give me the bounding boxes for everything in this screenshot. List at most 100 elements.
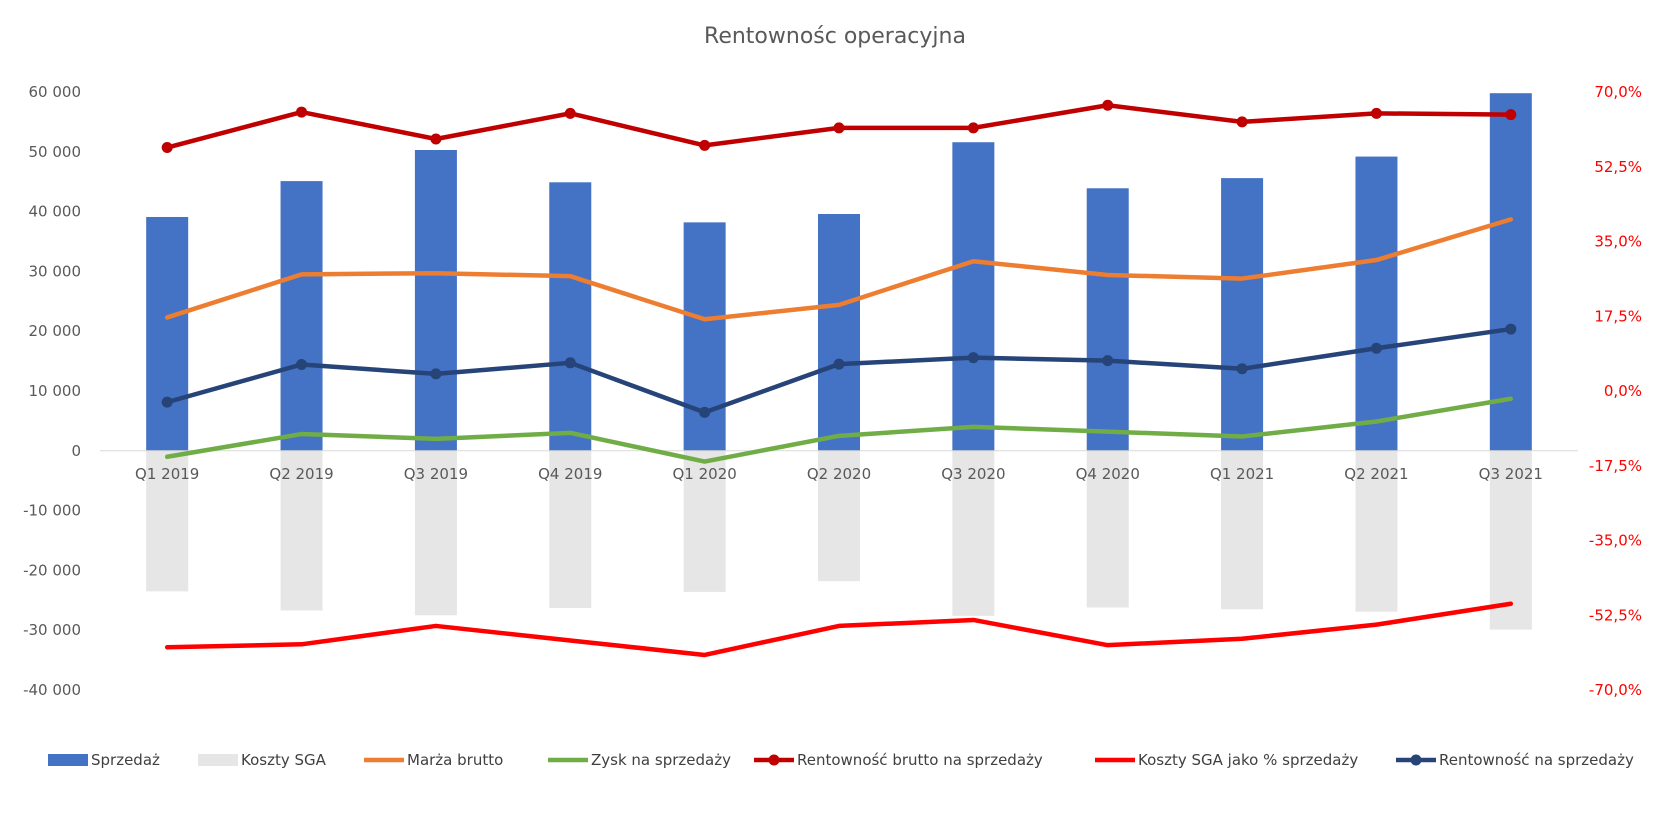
left-tick-label: -20 000 [23, 561, 81, 579]
right-axis-ticks: 70,0% 52,5% 35,0% 17,5% 0,0% -17,5% -35,0% -52,… [1589, 83, 1642, 699]
category-label: Q1 2020 [672, 465, 736, 483]
sales-bar [1086, 188, 1129, 451]
legend-item: Sprzedaż [48, 751, 160, 769]
legend-item: Koszty SGA jako % sprzedaży [1095, 751, 1358, 769]
series-point [564, 107, 576, 119]
series-point [833, 358, 845, 370]
sales-bar [549, 182, 592, 451]
sga-cost-bar [683, 450, 726, 592]
series-point [1505, 323, 1517, 335]
sales-bar [146, 216, 189, 451]
left-tick-label: -30 000 [23, 621, 81, 639]
legend-label: Koszty SGA [241, 751, 327, 769]
legend-label: Koszty SGA jako % sprzedaży [1138, 751, 1358, 769]
series-point [430, 133, 442, 145]
left-tick-label: 50 000 [29, 143, 82, 161]
category-label: Q3 2021 [1479, 465, 1543, 483]
legend-item: Zysk na sprzedaży [548, 751, 731, 769]
sga-cost-bar [952, 450, 995, 616]
series-point [296, 359, 308, 371]
series-point [1102, 355, 1114, 367]
series-point [1505, 109, 1517, 121]
category-label: Q4 2019 [538, 465, 602, 483]
series-point [430, 368, 442, 380]
sales-bar [952, 142, 995, 451]
series-point [699, 406, 711, 418]
right-tick-label: 17,5% [1594, 307, 1642, 325]
left-tick-label: -10 000 [23, 502, 81, 520]
legend-marker [1410, 754, 1422, 766]
series-point [296, 106, 308, 118]
left-tick-label: 10 000 [29, 382, 82, 400]
sales-bar [818, 213, 860, 451]
right-tick-label: 52,5% [1594, 158, 1642, 176]
category-label: Q2 2020 [807, 465, 871, 483]
legend-swatch [48, 754, 88, 766]
sales-bar [1355, 156, 1398, 451]
right-tick-label: -70,0% [1589, 681, 1642, 699]
left-tick-label: 60 000 [29, 83, 82, 101]
sales-bar [414, 150, 457, 451]
legend-label: Rentowność brutto na sprzedaży [797, 751, 1043, 769]
right-tick-label: 70,0% [1594, 83, 1642, 101]
legend-label: Rentowność na sprzedaży [1439, 751, 1634, 769]
series-point [699, 139, 711, 151]
sga-cost-bar [1086, 450, 1129, 608]
right-tick-label: -17,5% [1589, 457, 1642, 475]
series-point [967, 352, 979, 364]
right-tick-label: 0,0% [1604, 382, 1642, 400]
legend-label: Marża brutto [407, 751, 503, 769]
category-label: Q1 2021 [1210, 465, 1274, 483]
sga-cost-bar [549, 450, 592, 609]
series-point [1370, 107, 1382, 119]
chart-title: Rentownośc operacyjna [704, 24, 966, 49]
sales-bar [280, 181, 323, 451]
legend-swatch [198, 754, 238, 766]
legend-item: Rentowność brutto na sprzedaży [754, 751, 1043, 769]
left-tick-label: 30 000 [29, 262, 82, 280]
category-label: Q1 2019 [135, 465, 199, 483]
series-point [967, 122, 979, 134]
legend-label: Sprzedaż [91, 751, 160, 769]
series-point [161, 142, 173, 154]
right-tick-label: -52,5% [1589, 606, 1642, 624]
series-point [1102, 99, 1114, 111]
category-label: Q4 2020 [1076, 465, 1140, 483]
series-point [1236, 363, 1248, 375]
sga-cost-bar [1489, 450, 1532, 630]
left-tick-label: 20 000 [29, 322, 82, 340]
category-label: Q2 2021 [1344, 465, 1408, 483]
sga-cost-bar [146, 450, 189, 592]
sales-bar [1221, 178, 1264, 451]
line-series [161, 99, 1517, 658]
right-tick-label: 35,0% [1594, 233, 1642, 251]
series-point [833, 122, 845, 134]
left-tick-label: 0 [71, 442, 81, 460]
series-point [1370, 342, 1382, 354]
left-tick-label: 40 000 [29, 203, 82, 221]
series-point [1236, 116, 1248, 128]
series-point [161, 396, 173, 408]
series-point [564, 357, 576, 369]
legend: Sprzedaż Koszty SGA Marża brutto Zysk na sp… [48, 751, 1634, 769]
sga-cost-percent-line [164, 601, 1514, 658]
sga-cost-bar [818, 450, 860, 582]
sales-profit-line [164, 396, 1514, 464]
sales-bar [1489, 93, 1532, 451]
legend-label: Zysk na sprzedaży [591, 751, 731, 769]
category-label: Q3 2020 [941, 465, 1005, 483]
gross-margin-line [164, 217, 1514, 322]
legend-item: Koszty SGA [198, 751, 327, 769]
sga-cost-bar [1355, 450, 1398, 612]
legend-item: Marża brutto [364, 751, 503, 769]
sga-cost-bar [1221, 450, 1264, 610]
left-axis-ticks: 60 000 50 000 40 000 30 000 20 000 10 000 0 -10… [23, 83, 81, 699]
category-labels: Q1 2019 Q2 2019 Q3 2019 Q4 2019 Q1 2020 Q2 20… [135, 465, 1543, 483]
legend-item: Rentowność na sprzedaży [1396, 751, 1634, 769]
sga-cost-bar [414, 450, 457, 616]
right-tick-label: -35,0% [1589, 532, 1642, 550]
category-label: Q2 2019 [269, 465, 333, 483]
legend-marker [768, 754, 780, 766]
